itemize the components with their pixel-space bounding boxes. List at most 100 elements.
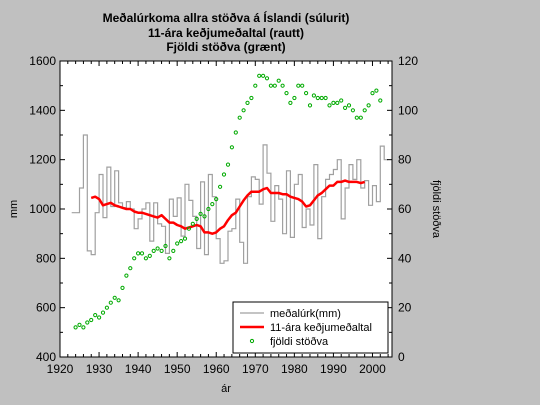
y-tick-label-right: 80 <box>398 153 412 167</box>
x-tick-label: 1920 <box>47 362 74 376</box>
series-2-point <box>362 108 367 113</box>
y-tick-label-left: 800 <box>36 251 56 265</box>
series-2-point <box>124 273 129 278</box>
series-2-point <box>304 91 309 96</box>
series-2-point <box>300 83 305 88</box>
series-2-point <box>229 145 234 150</box>
y-tick-label-left: 1200 <box>29 153 56 167</box>
legend-label-series-1: 11-ára keðjumeðaltal <box>270 322 372 334</box>
axis-layer: 1920 1930 1940 1950 1960 1970 1980 1990 2000 400 6… <box>29 54 418 376</box>
series-2-point <box>132 256 137 261</box>
series-2-point <box>343 105 348 111</box>
x-tick-label: 2000 <box>359 362 386 376</box>
x-tick-label: 1930 <box>86 362 113 376</box>
y-axis-label-right: fjöldi stöðva <box>430 180 442 239</box>
series-2-point <box>272 83 277 88</box>
x-tick-label: 1980 <box>281 362 308 376</box>
series-2-point <box>139 251 145 256</box>
series-2-point <box>284 91 289 96</box>
series-2-point <box>120 285 125 290</box>
series-2-point <box>128 266 133 271</box>
y-tick-label-right: 20 <box>398 301 412 315</box>
series-2-point <box>233 130 238 135</box>
legend-label-series-0: meðalúrk(mm) <box>270 308 341 320</box>
x-axis-label: ár <box>221 383 231 395</box>
series-2-point <box>194 216 199 221</box>
series-2-point <box>319 95 324 101</box>
series-2-point <box>245 100 250 106</box>
series-2-point <box>221 172 227 177</box>
series-2-point <box>182 236 188 241</box>
series-2-point <box>378 98 383 103</box>
series-2-point <box>73 325 78 330</box>
x-tick-label: 1990 <box>320 362 347 376</box>
series-2-point <box>296 83 301 88</box>
series-2-point <box>147 253 152 258</box>
series-2-point <box>225 162 231 167</box>
series-0-step-line <box>71 134 389 264</box>
series-2-point <box>108 300 113 305</box>
x-tick-label: 1940 <box>125 362 152 376</box>
series-2-point <box>374 88 379 93</box>
series-2-point <box>358 115 363 120</box>
series-2-point <box>116 298 121 303</box>
series-2-point <box>292 95 297 101</box>
series-2-point <box>179 239 184 244</box>
chart-title-line-2: 11-ára keðjumeðaltal (rautt) <box>148 26 304 40</box>
y-tick-label-left: 400 <box>36 350 56 364</box>
series-1-line <box>90 179 366 235</box>
series-2-point <box>112 295 117 300</box>
series-2-point <box>163 243 168 249</box>
series-2-point <box>167 256 172 261</box>
legend-swatch-series-2 <box>249 338 255 344</box>
series-2-point <box>264 76 270 81</box>
plot-layer <box>71 73 389 330</box>
series-2-point <box>97 315 102 320</box>
series-2-point <box>100 310 106 315</box>
series-2-point <box>280 83 285 88</box>
series-2-point <box>249 95 254 101</box>
series-2-point <box>370 91 375 96</box>
series-2-point <box>104 305 110 310</box>
series-2-point <box>190 221 195 226</box>
series-2-point <box>218 184 223 189</box>
y-tick-label-right: 60 <box>398 202 412 216</box>
chart-title-line-1: Meðalúrkoma allra stöðva á Íslandi (súlu… <box>103 10 350 25</box>
y-axis-label-left: mm <box>8 200 20 218</box>
series-2-point <box>323 95 328 101</box>
series-2-point <box>288 100 293 106</box>
series-2-point <box>346 103 352 108</box>
series-2-point <box>315 95 320 101</box>
series-2-point <box>186 226 191 231</box>
series-2-point <box>307 103 313 108</box>
series-2-point <box>350 108 355 113</box>
series-2-point <box>331 100 336 106</box>
series-2-point <box>354 115 359 120</box>
y-tick-label-right: 120 <box>398 54 418 68</box>
series-2-point <box>253 83 258 88</box>
legend: meðalúrk(mm) 11-ára keðjumeðaltal fjöldi… <box>232 301 389 354</box>
series-2-point <box>366 103 371 108</box>
series-2-point <box>276 78 281 83</box>
y-tick-label-left: 600 <box>36 301 56 315</box>
series-2-point <box>311 93 316 98</box>
y-tick-label-right: 100 <box>398 103 418 117</box>
x-tick-label: 1950 <box>164 362 191 376</box>
y-tick-label-left: 1400 <box>29 103 56 117</box>
series-2-point <box>335 100 340 106</box>
series-2-point <box>202 214 207 219</box>
series-2-point <box>81 325 86 330</box>
series-2-point <box>93 313 98 318</box>
series-2-point <box>237 115 242 120</box>
series-2-point <box>214 197 219 202</box>
series-2-point <box>241 108 246 113</box>
series-2-point <box>171 248 176 253</box>
series-2-point <box>206 206 211 212</box>
series-2-point <box>339 98 344 103</box>
x-tick-label: 1960 <box>203 362 230 376</box>
y-tick-label-left: 1000 <box>29 202 56 216</box>
series-2-point <box>136 251 141 256</box>
series-2-point <box>143 256 148 261</box>
series-2-point <box>89 317 94 323</box>
x-tick-label: 1970 <box>242 362 269 376</box>
